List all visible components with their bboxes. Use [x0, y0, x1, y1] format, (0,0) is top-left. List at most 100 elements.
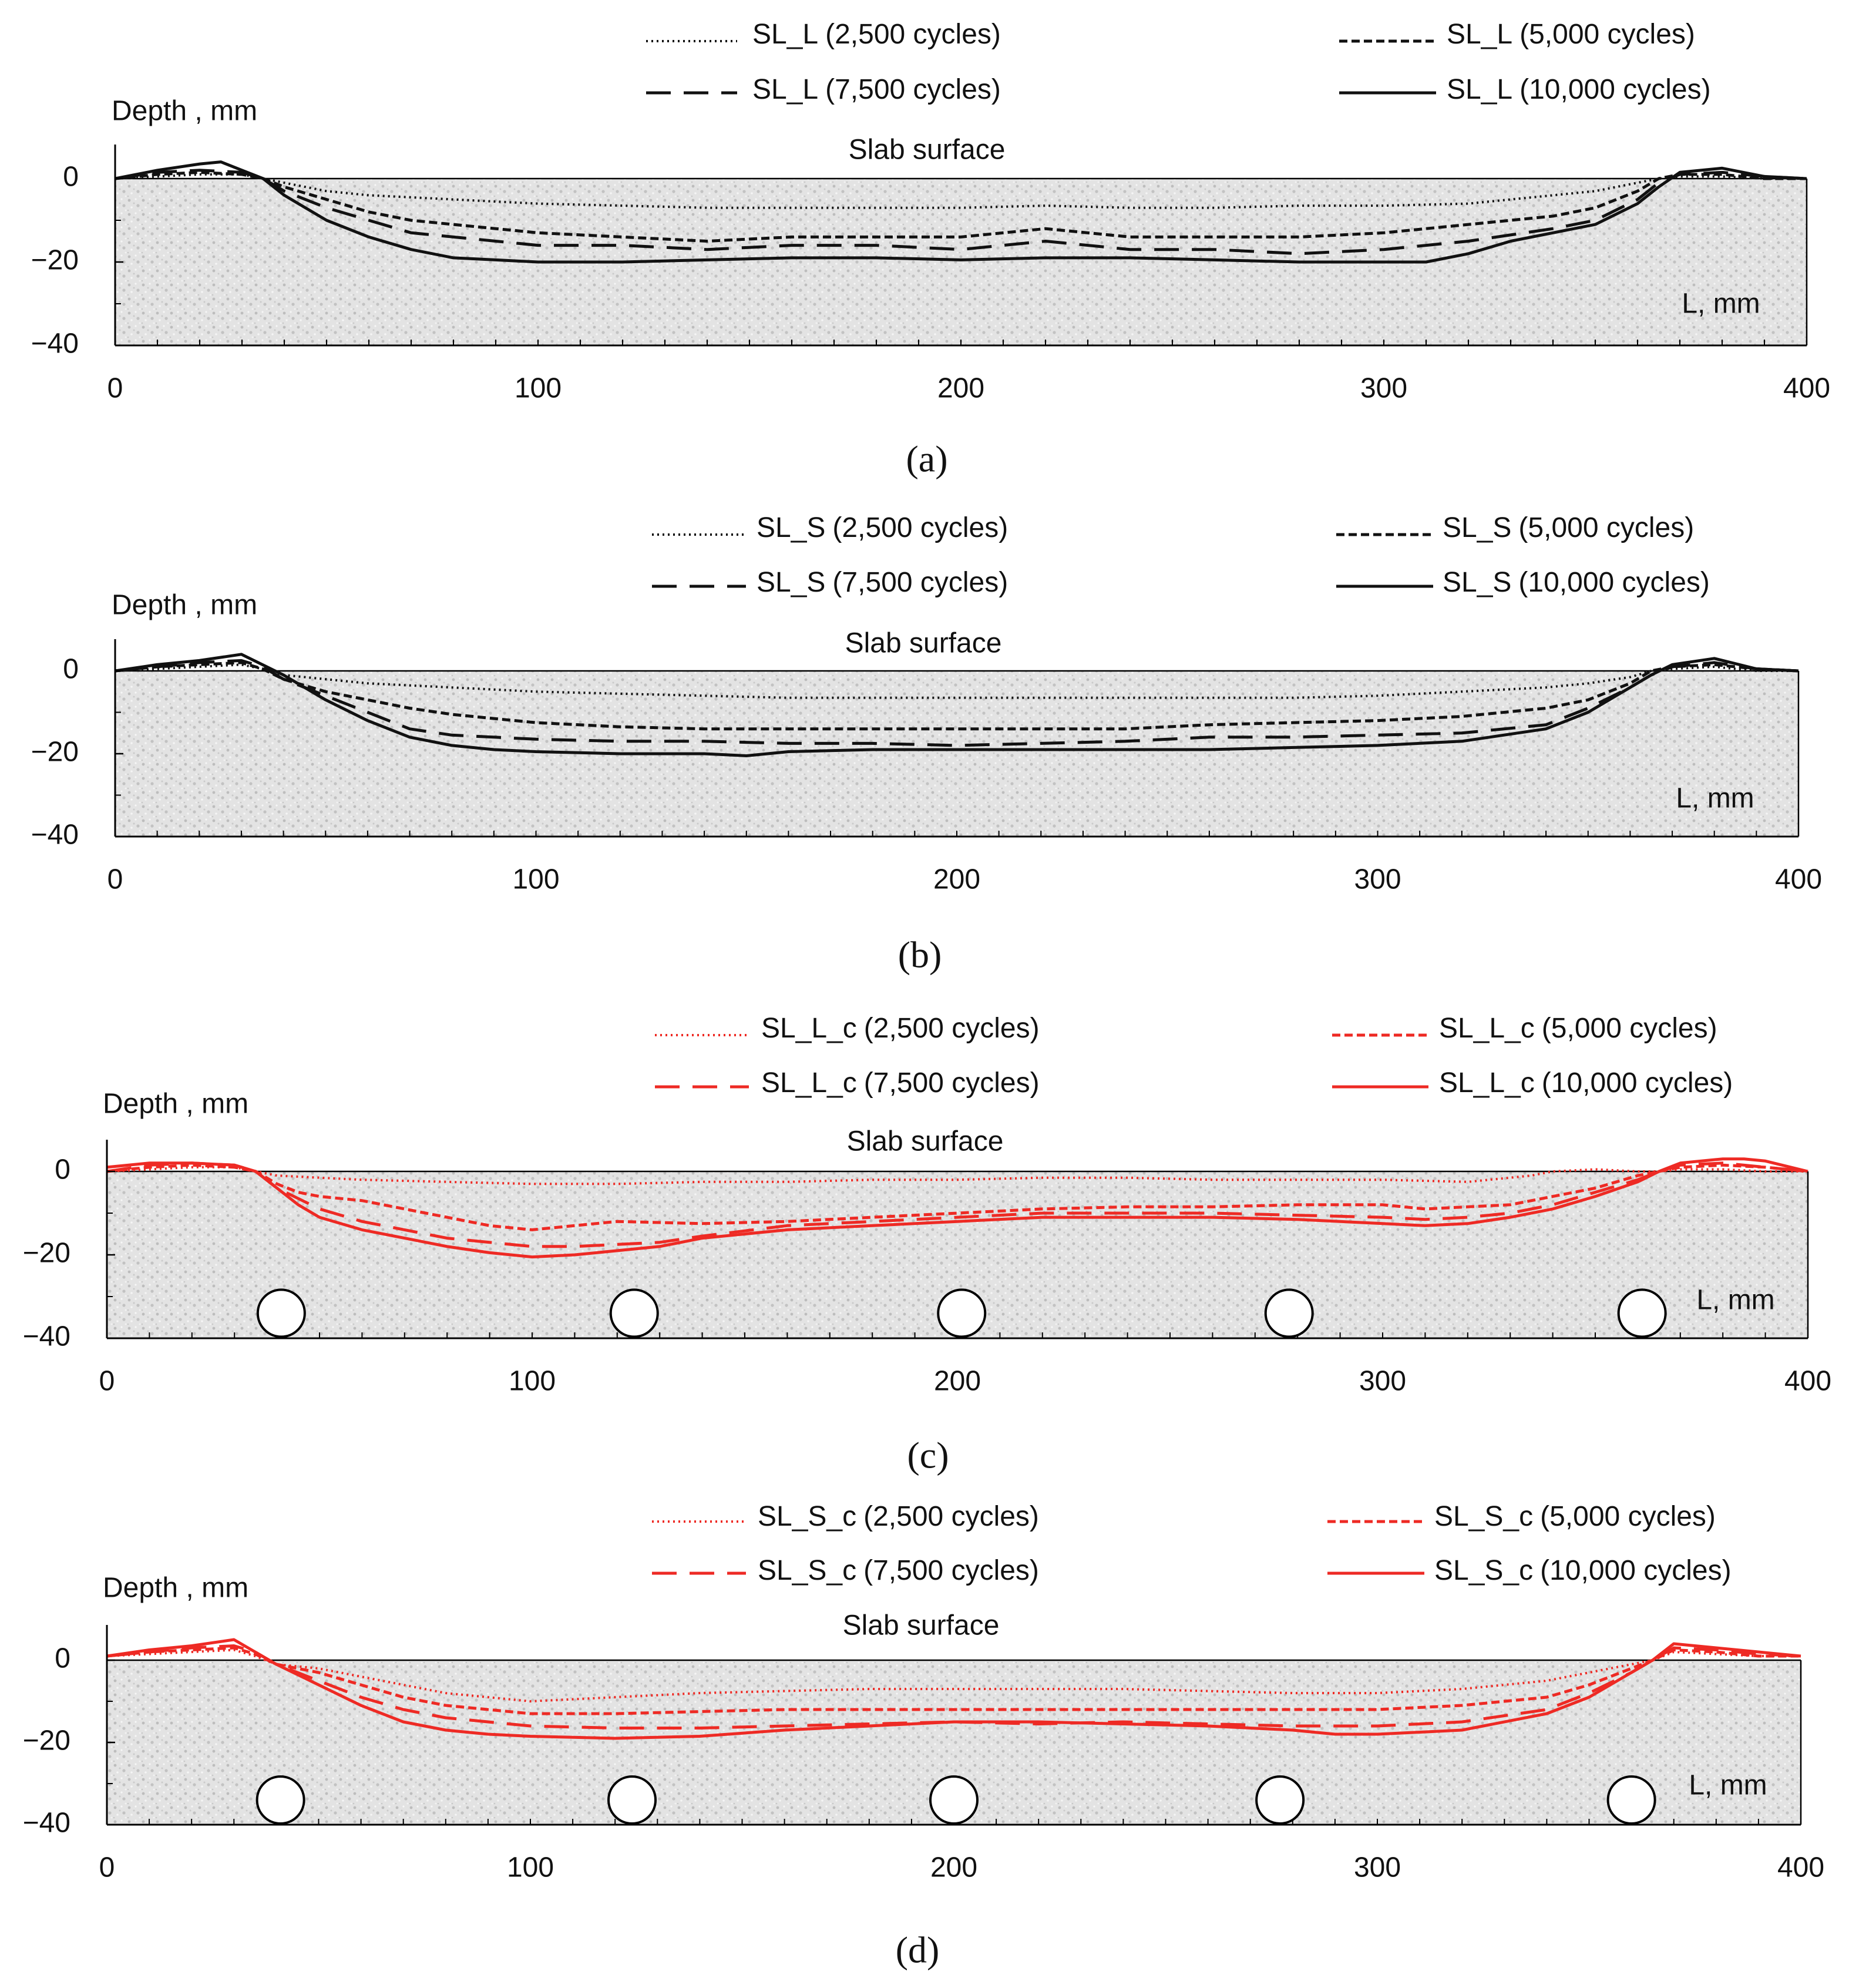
x-tick-label: 400 — [1783, 373, 1830, 404]
y-tick-label: −40 — [31, 820, 79, 851]
legend-label: SL_S (7,500 cycles) — [757, 567, 1008, 598]
x-tick-label: 100 — [507, 1852, 554, 1883]
y-axis-title: Depth , mm — [103, 1089, 248, 1120]
x-tick-label: 0 — [99, 1852, 115, 1883]
y-tick-label: −20 — [31, 737, 79, 768]
series-line — [115, 160, 1807, 264]
legend-entry-4: SL_L_c (10,000 cycles) — [1332, 1067, 1733, 1099]
legend-entry-2: SL_L (5,000 cycles) — [1339, 19, 1695, 50]
y-tick-label: −20 — [31, 245, 79, 276]
legend-label: SL_L_c (5,000 cycles) — [1439, 1013, 1717, 1044]
legend-entry-2: SL_S (5,000 cycles) — [1336, 512, 1694, 543]
series-line — [115, 173, 1807, 209]
rebar-circle — [1255, 1775, 1305, 1825]
x-tick-label: 100 — [515, 373, 562, 404]
x-axis-title: L, mm — [1696, 1285, 1774, 1316]
legend-label: SL_S_c (7,500 cycles) — [758, 1555, 1039, 1586]
y-axis-title: Depth , mm — [112, 96, 257, 127]
series-line — [106, 1161, 1808, 1248]
panel-label: (c) — [907, 1435, 949, 1476]
x-tick-label: 100 — [512, 864, 559, 895]
plot-area: 0 −20 −40 0 100 200 300 400 — [23, 1625, 1824, 1883]
legend-entry-3: SL_S_c (7,500 cycles) — [652, 1555, 1039, 1586]
x-tick-label: 0 — [107, 864, 123, 895]
rebar-circle — [609, 1288, 659, 1338]
legend-entry-3: SL_S (7,500 cycles) — [652, 567, 1008, 598]
series-line — [106, 1166, 1808, 1186]
legend-label: SL_S_c (10,000 cycles) — [1434, 1555, 1732, 1586]
y-tick-label: −40 — [31, 328, 79, 360]
legend-label: SL_L (5,000 cycles) — [1447, 19, 1695, 50]
y-tick-label: −20 — [23, 1238, 70, 1269]
legend-label: SL_L_c (7,500 cycles) — [761, 1067, 1040, 1099]
x-tick-label: 300 — [1354, 1852, 1401, 1883]
legend-entry-4: SL_L (10,000 cycles) — [1339, 74, 1711, 105]
slab-surface-label: Slab surface — [845, 628, 1002, 659]
series-line — [106, 1638, 1801, 1740]
plot-area: 0 −20 −40 0 100 200 300 400 — [31, 145, 1830, 404]
legend: SL_L_c (2,500 cycles) SL_L_c (5,000 cycles… — [655, 1013, 1733, 1099]
x-axis-title: L, mm — [1676, 783, 1754, 814]
rebar-circle — [937, 1288, 987, 1338]
x-tick-label: 200 — [933, 864, 980, 895]
legend-label: SL_S (10,000 cycles) — [1443, 567, 1710, 598]
x-tick-label: 200 — [937, 373, 984, 404]
legend-label: SL_S (5,000 cycles) — [1443, 512, 1694, 543]
plot-area: 0 −20 −40 0 100 200 300 400 — [31, 639, 1822, 895]
x-tick-label: 400 — [1775, 864, 1822, 895]
y-tick-label: 0 — [63, 162, 79, 193]
x-tick-label: 300 — [1359, 1366, 1406, 1397]
panel-c: 0 −20 −40 0 100 200 300 400 SL_L_c (2,500 cycles… — [23, 1013, 1831, 1476]
legend-entry-3: SL_L (7,500 cycles) — [646, 74, 1001, 105]
y-tick-label: 0 — [55, 1643, 70, 1674]
series-line — [115, 659, 1799, 747]
series-line — [106, 1648, 1801, 1702]
legend-label: SL_L_c (10,000 cycles) — [1439, 1067, 1733, 1099]
legend-label: SL_S_c (2,500 cycles) — [758, 1501, 1039, 1532]
slab-surface-label: Slab surface — [849, 135, 1006, 166]
y-tick-label: 0 — [63, 654, 79, 685]
x-axis-title: L, mm — [1682, 288, 1760, 320]
y-tick-label: −40 — [23, 1321, 70, 1352]
x-tick-label: 100 — [509, 1366, 556, 1397]
legend-label: SL_S (2,500 cycles) — [757, 512, 1008, 543]
legend-entry-1: SL_L_c (2,500 cycles) — [655, 1013, 1040, 1044]
legend: SL_L (2,500 cycles) SL_L (5,000 cycles) SL… — [646, 19, 1711, 105]
legend-entry-1: SL_S_c (2,500 cycles) — [652, 1501, 1039, 1532]
slab-surface-label: Slab surface — [847, 1126, 1004, 1157]
legend-entry-4: SL_S_c (10,000 cycles) — [1327, 1555, 1732, 1586]
x-tick-label: 400 — [1777, 1852, 1824, 1883]
concrete-slab — [115, 179, 1807, 345]
series-line — [106, 1157, 1808, 1259]
panel-d: 0 −20 −40 0 100 200 300 400 SL_S_c (2,500 cycles… — [23, 1501, 1824, 1971]
legend-label: SL_L_c (2,500 cycles) — [761, 1013, 1040, 1044]
plot-area: 0 −20 −40 0 100 200 300 400 — [23, 1140, 1831, 1397]
panel-label: (d) — [896, 1929, 940, 1971]
x-tick-label: 400 — [1784, 1366, 1831, 1397]
legend-label: SL_L (10,000 cycles) — [1447, 74, 1711, 105]
x-axis-title: L, mm — [1689, 1770, 1767, 1801]
rebar-circle — [929, 1775, 979, 1825]
legend-entry-1: SL_S (2,500 cycles) — [652, 512, 1008, 543]
legend: SL_S (2,500 cycles) SL_S (5,000 cycles) SL… — [652, 512, 1710, 598]
y-tick-label: −40 — [23, 1808, 70, 1839]
legend-entry-4: SL_S (10,000 cycles) — [1336, 567, 1710, 598]
x-tick-label: 0 — [107, 373, 123, 404]
series-line — [115, 170, 1807, 243]
panel-b: 0 −20 −40 0 100 200 300 400 SL_S (2,500 cycles) … — [31, 512, 1822, 976]
rebar-circle — [607, 1775, 657, 1825]
legend-entry-2: SL_S_c (5,000 cycles) — [1327, 1501, 1716, 1532]
series-line — [115, 653, 1799, 757]
x-tick-label: 300 — [1354, 864, 1401, 895]
legend-entry-3: SL_L_c (7,500 cycles) — [655, 1067, 1040, 1099]
x-tick-label: 300 — [1360, 373, 1407, 404]
panel-label: (a) — [906, 438, 947, 480]
rebar-circle — [1264, 1288, 1314, 1338]
series-line — [115, 661, 1799, 731]
legend-label: SL_L (7,500 cycles) — [752, 74, 1001, 105]
legend: SL_S_c (2,500 cycles) SL_S_c (5,000 cycles… — [652, 1501, 1732, 1586]
rebar-circle — [256, 1288, 306, 1338]
x-tick-label: 0 — [99, 1366, 115, 1397]
panel-label: (b) — [898, 934, 942, 976]
